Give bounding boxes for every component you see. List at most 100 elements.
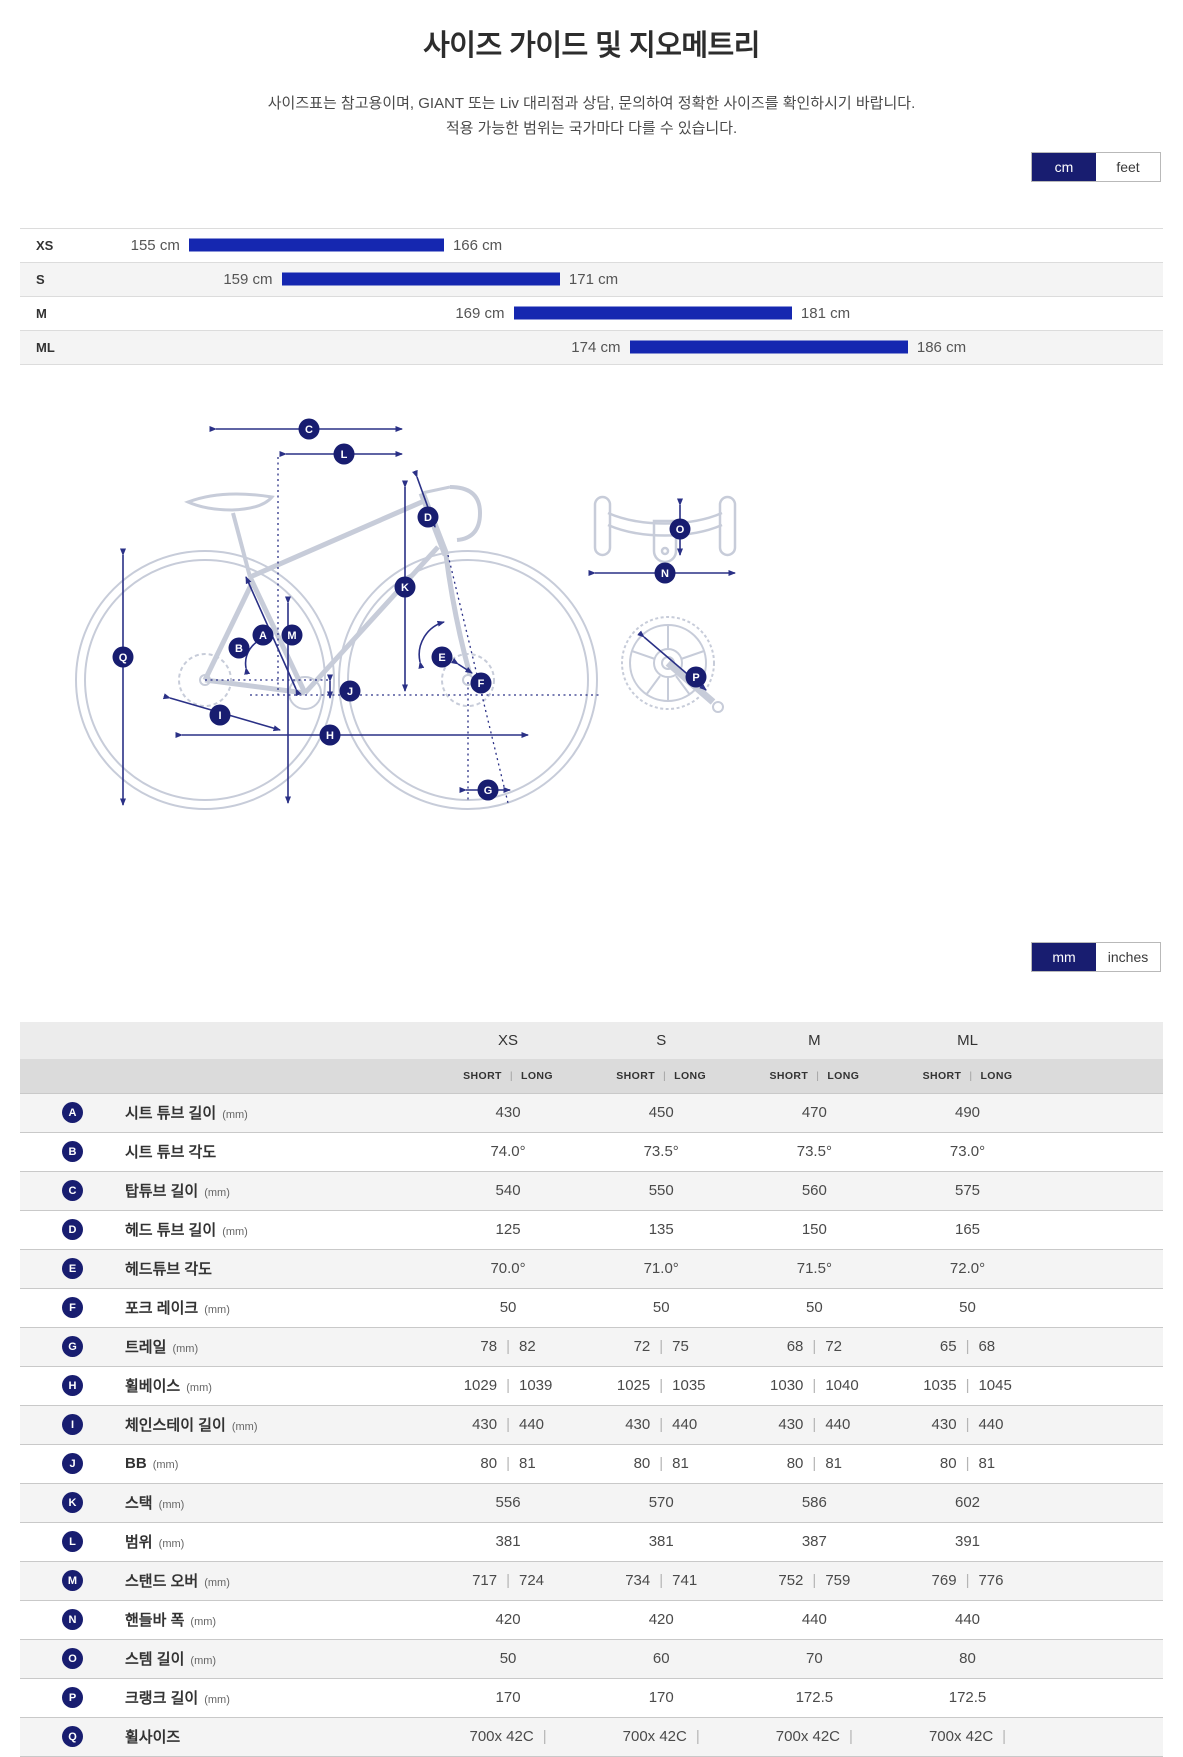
value-short: 150 (801, 1221, 827, 1238)
value-short: 172.5 (795, 1689, 834, 1706)
geometry-row-head: E 헤드튜브 각도 (20, 1258, 431, 1279)
diagram-badge-D (417, 506, 439, 527)
value-long: 1045 (978, 1377, 1012, 1394)
value-short: 73.5° (643, 1143, 679, 1160)
value-short: 71.5° (796, 1260, 832, 1277)
diagram-badge-J (339, 680, 361, 701)
value-divider: | (506, 1455, 510, 1472)
value-cell-ML: 1035 | 1045 (891, 1377, 1044, 1394)
value-short: 73.0° (949, 1143, 986, 1160)
value-cell-S: 450 (585, 1104, 738, 1121)
value-divider: | (849, 1728, 853, 1745)
height-range-bar-wrap: 155 cm 166 cm (131, 237, 503, 254)
value-short: 430 (625, 1416, 651, 1433)
geometry-row-L: L 범위 (mm) 381 381 387 391 (20, 1521, 1163, 1561)
height-unit-toggle-row: cm feet (0, 151, 1183, 182)
value-short: 74.0° (490, 1143, 526, 1160)
diagram-badge-letter-K: K (401, 582, 409, 594)
diagram-badge-letter-M: M (287, 630, 296, 642)
value-cell-ML: 490 (891, 1104, 1044, 1121)
table-fit-header-row: SHORT | LONG SHORT | LONG SHORT | LONG SHORT | LONG (20, 1058, 1163, 1093)
row-label: 핸들바 폭 (mm) (125, 1612, 217, 1629)
height-unit-option-cm[interactable]: cm (1032, 152, 1096, 181)
value-short: 440 (801, 1611, 827, 1628)
value-short: 700x 42C (775, 1728, 841, 1745)
height-range-track: 169 cm 181 cm (96, 297, 1163, 330)
table-size-header-row: XS S M ML (20, 1021, 1163, 1059)
diagram-badge-M (281, 624, 303, 645)
value-cell-XS: 50 (431, 1650, 584, 1667)
value-cell-M: 50 (738, 1299, 891, 1316)
value-short: 391 (955, 1533, 981, 1550)
diagram-badge-letter-J: J (347, 686, 353, 698)
value-long: 1040 (825, 1377, 859, 1394)
row-unit: (mm) (155, 1538, 185, 1550)
fit-header-divider: | (816, 1069, 820, 1082)
value-cell-S: 80 | 81 (585, 1455, 738, 1472)
value-long: 75 (672, 1338, 689, 1355)
fit-long-label: LONG (674, 1069, 707, 1082)
row-unit: (mm) (219, 1226, 248, 1238)
geometry-unit-option-mm[interactable]: mm (1032, 942, 1096, 971)
frame-size-label: S (36, 271, 45, 287)
value-divider: | (659, 1416, 664, 1433)
value-short: 80 (633, 1455, 651, 1472)
value-short: 80 (959, 1650, 976, 1667)
value-long: 776 (978, 1572, 1004, 1589)
geometry-table: XS S M ML SHORT | LONG SHORT | LONG SHORT | LONG SHOR… (20, 1021, 1163, 1757)
value-cell-S: 430 | 440 (585, 1416, 738, 1433)
value-short: 556 (495, 1494, 521, 1511)
value-cell-S: 71.0° (585, 1260, 738, 1277)
value-cell-ML: 72.0° (891, 1260, 1044, 1277)
geometry-row-C: C 탑튜브 길이 (mm) 540 550 560 575 (20, 1170, 1163, 1210)
row-badge-Q: Q (62, 1726, 83, 1747)
size-column-header-S: S (656, 1031, 667, 1049)
geometry-row-head: L 범위 (mm) (20, 1531, 431, 1552)
value-short: 80 (786, 1455, 804, 1472)
geometry-row-head: G 트레일 (mm) (20, 1336, 431, 1357)
value-short: 125 (495, 1221, 521, 1238)
bike-geometry-illustration: A B C D E F G H I J K L M N O P Q (75, 418, 737, 810)
row-badge-A: A (62, 1102, 83, 1123)
geometry-row-O: O 스템 길이 (mm) 50 60 70 80 (20, 1638, 1163, 1678)
row-label: 트레일 (mm) (125, 1339, 199, 1356)
value-long: 81 (519, 1455, 536, 1472)
value-divider: | (812, 1455, 817, 1472)
value-cell-XS: 420 (431, 1611, 584, 1628)
value-cell-S: 550 (585, 1182, 738, 1199)
value-short: 1025 (616, 1377, 651, 1394)
value-long: 81 (978, 1455, 996, 1472)
value-long: 440 (519, 1416, 545, 1433)
value-short: 586 (801, 1494, 827, 1511)
height-range-row-XS: XS 155 cm 166 cm (20, 227, 1163, 262)
height-unit-option-feet[interactable]: feet (1096, 152, 1160, 181)
fit-long-label: LONG (827, 1069, 860, 1082)
height-range-bar (629, 340, 908, 354)
value-cell-XS: 1029 | 1039 (431, 1377, 584, 1394)
geometry-row-head: M 스탠드 오버 (mm) (20, 1570, 431, 1591)
row-label: 탑튜브 길이 (mm) (125, 1183, 230, 1200)
value-short: 72.0° (949, 1260, 986, 1277)
value-short: 65 (939, 1338, 957, 1355)
height-range-bar-wrap: 159 cm 171 cm (223, 271, 618, 288)
value-cell-XS: 430 (431, 1104, 584, 1121)
value-cell-S: 420 (585, 1611, 738, 1628)
value-short: 570 (648, 1494, 674, 1511)
value-short: 68 (786, 1338, 804, 1355)
geometry-row-head: D 헤드 튜브 길이 (mm) (20, 1219, 431, 1240)
row-label: 범위 (mm) (125, 1534, 185, 1551)
row-label: 헤드 튜브 길이 (mm) (125, 1222, 248, 1239)
value-short: 430 (778, 1416, 804, 1433)
geometry-row-head: K 스택 (mm) (20, 1492, 431, 1513)
diagram-badge-letter-H: H (326, 730, 334, 742)
geometry-unit-toggle-row: mm inches (0, 941, 1183, 972)
geometry-unit-option-inches[interactable]: inches (1096, 942, 1160, 971)
value-short: 50 (652, 1299, 670, 1316)
min-height-label: 159 cm (223, 270, 273, 288)
value-cell-ML: 50 (891, 1299, 1044, 1316)
fit-long-label: LONG (521, 1069, 553, 1082)
value-cell-M: 68 | 72 (738, 1338, 891, 1355)
row-label: 휠사이즈 (125, 1729, 181, 1746)
row-badge-H: H (62, 1375, 83, 1396)
diagram-badge-P (685, 666, 707, 687)
